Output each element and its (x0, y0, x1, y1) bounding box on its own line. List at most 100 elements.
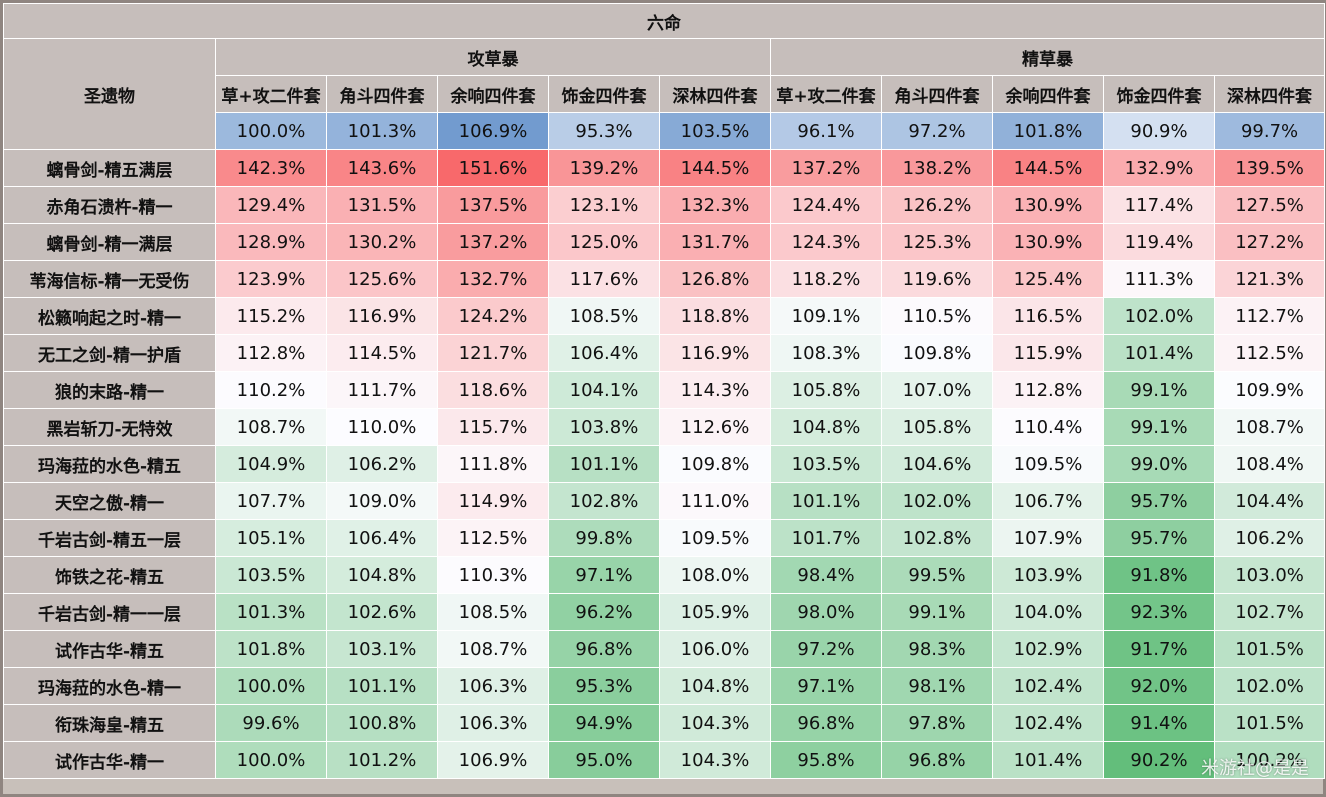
value-cell: 108.5% (548, 297, 660, 335)
value-cell: 102.9% (992, 630, 1104, 668)
value-cell: 92.3% (1103, 593, 1215, 631)
table-row: 赤角石溃杵-精一 129.4% 131.5% 137.5% 123.1% 132.3% 12… (3, 186, 1326, 224)
value-cell: 95.7% (1103, 482, 1215, 520)
value-cell: 110.4% (992, 408, 1104, 446)
value-cell: 119.6% (881, 260, 993, 298)
value-cell: 109.8% (659, 445, 771, 483)
weapon-name-cell: 天空之傲-精一 (3, 482, 216, 520)
value-cell: 111.3% (1103, 260, 1215, 298)
value-cell: 94.9% (548, 704, 660, 742)
set-header-cell: 深林四件套 (1213, 75, 1326, 113)
weapon-name-cell: 赤角石溃杵-精一 (3, 186, 216, 224)
value-cell: 102.0% (1103, 297, 1215, 335)
set-header-cell: 草+攻二件套 (215, 75, 327, 113)
set-header-cell: 草+攻二件套 (770, 75, 882, 113)
table-row: 衔珠海皇-精五 99.6% 100.8% 106.3% 94.9% 104.3% 96.8%… (3, 704, 1326, 742)
value-cell: 97.1% (770, 667, 882, 705)
value-cell: 95.8% (770, 741, 882, 779)
table-row: 螭骨剑-精一满层 128.9% 130.2% 137.2% 125.0% 131.7% 12… (3, 223, 1326, 261)
value-cell: 112.5% (437, 519, 549, 557)
value-cell: 103.9% (992, 556, 1104, 594)
value-cell: 109.9% (1213, 371, 1326, 409)
value-cell: 116.9% (659, 334, 771, 372)
group-header-atk-dendro-crit: 攻草暴 (215, 38, 771, 76)
value-cell: 115.9% (992, 334, 1104, 372)
baseline-cell: 100.0% (215, 112, 327, 150)
table-row: 饰铁之花-精五 103.5% 104.8% 110.3% 97.1% 108.0% 98.4… (3, 556, 1326, 594)
value-cell: 110.0% (326, 408, 438, 446)
value-cell: 97.8% (881, 704, 993, 742)
value-cell: 125.4% (992, 260, 1104, 298)
value-cell: 106.4% (548, 334, 660, 372)
value-cell: 106.7% (992, 482, 1104, 520)
value-cell: 96.8% (770, 704, 882, 742)
weapon-name-cell: 玛海菈的水色-精一 (3, 667, 216, 705)
value-cell: 123.1% (548, 186, 660, 224)
comparison-sheet: 六命 圣遗物 攻草暴 精草暴 草+攻二件套 角斗四件套 余响四件套 饰金四件套 深林四件… (2, 3, 1326, 794)
weapon-name-cell: 苇海信标-精一无受伤 (3, 260, 216, 298)
value-cell: 137.5% (437, 186, 549, 224)
value-cell: 130.9% (992, 223, 1104, 261)
value-cell: 101.1% (326, 667, 438, 705)
value-cell: 101.7% (770, 519, 882, 557)
value-cell: 96.8% (548, 630, 660, 668)
value-cell: 139.5% (1213, 149, 1326, 187)
value-cell: 107.9% (992, 519, 1104, 557)
value-cell: 111.0% (659, 482, 771, 520)
value-cell: 123.9% (215, 260, 327, 298)
value-cell: 126.2% (881, 186, 993, 224)
value-cell: 101.1% (548, 445, 660, 483)
value-cell: 106.2% (326, 445, 438, 483)
value-cell: 125.3% (881, 223, 993, 261)
baseline-cell: 101.8% (992, 112, 1104, 150)
value-cell: 121.3% (1213, 260, 1326, 298)
value-cell: 91.7% (1103, 630, 1215, 668)
value-cell: 108.3% (770, 334, 882, 372)
set-header-row: 草+攻二件套 角斗四件套 余响四件套 饰金四件套 深林四件套 草+攻二件套 角斗四件套 余响四… (4, 75, 1326, 113)
value-cell: 112.5% (1213, 334, 1326, 372)
table-row: 试作古华-精五 101.8% 103.1% 108.7% 96.8% 106.0% 97.2… (3, 630, 1326, 668)
set-header-cell: 饰金四件套 (1103, 75, 1215, 113)
value-cell: 104.8% (770, 408, 882, 446)
value-cell: 105.1% (215, 519, 327, 557)
value-cell: 121.7% (437, 334, 549, 372)
baseline-row: 100.0% 101.3% 106.9% 95.3% 103.5% 96.1% 97.2% 1… (4, 112, 1326, 150)
value-cell: 118.6% (437, 371, 549, 409)
value-cell: 104.9% (215, 445, 327, 483)
value-cell: 109.0% (326, 482, 438, 520)
value-cell: 108.7% (437, 630, 549, 668)
value-cell: 99.1% (881, 593, 993, 631)
baseline-cell: 99.7% (1213, 112, 1326, 150)
value-cell: 112.7% (1213, 297, 1326, 335)
value-cell: 112.8% (992, 371, 1104, 409)
value-cell: 107.0% (881, 371, 993, 409)
value-cell: 115.2% (215, 297, 327, 335)
value-cell: 100.8% (326, 704, 438, 742)
table-row: 苇海信标-精一无受伤 123.9% 125.6% 132.7% 117.6% 126.8%… (3, 260, 1326, 298)
weapon-name-cell: 试作古华-精一 (3, 741, 216, 779)
weapon-name-cell: 千岩古剑-精五一层 (3, 519, 216, 557)
set-header-cell: 余响四件套 (992, 75, 1104, 113)
value-cell: 127.5% (1213, 186, 1326, 224)
value-cell: 105.8% (881, 408, 993, 446)
value-cell: 107.7% (215, 482, 327, 520)
value-cell: 104.3% (659, 741, 771, 779)
value-cell: 118.8% (659, 297, 771, 335)
value-cell: 109.5% (992, 445, 1104, 483)
value-cell: 106.0% (659, 630, 771, 668)
value-cell: 106.9% (437, 741, 549, 779)
value-cell: 106.3% (437, 704, 549, 742)
value-cell: 102.6% (326, 593, 438, 631)
value-cell: 110.3% (437, 556, 549, 594)
value-cell: 98.0% (770, 593, 882, 631)
value-cell: 101.5% (1213, 704, 1326, 742)
value-cell: 116.5% (992, 297, 1104, 335)
table-row: 天空之傲-精一 107.7% 109.0% 114.9% 102.8% 111.0% 101… (3, 482, 1326, 520)
value-cell: 132.9% (1103, 149, 1215, 187)
value-cell: 101.4% (1103, 334, 1215, 372)
baseline-cell: 101.3% (326, 112, 438, 150)
value-cell: 109.8% (881, 334, 993, 372)
value-cell: 102.8% (548, 482, 660, 520)
value-cell: 131.7% (659, 223, 771, 261)
value-cell: 102.4% (992, 704, 1104, 742)
